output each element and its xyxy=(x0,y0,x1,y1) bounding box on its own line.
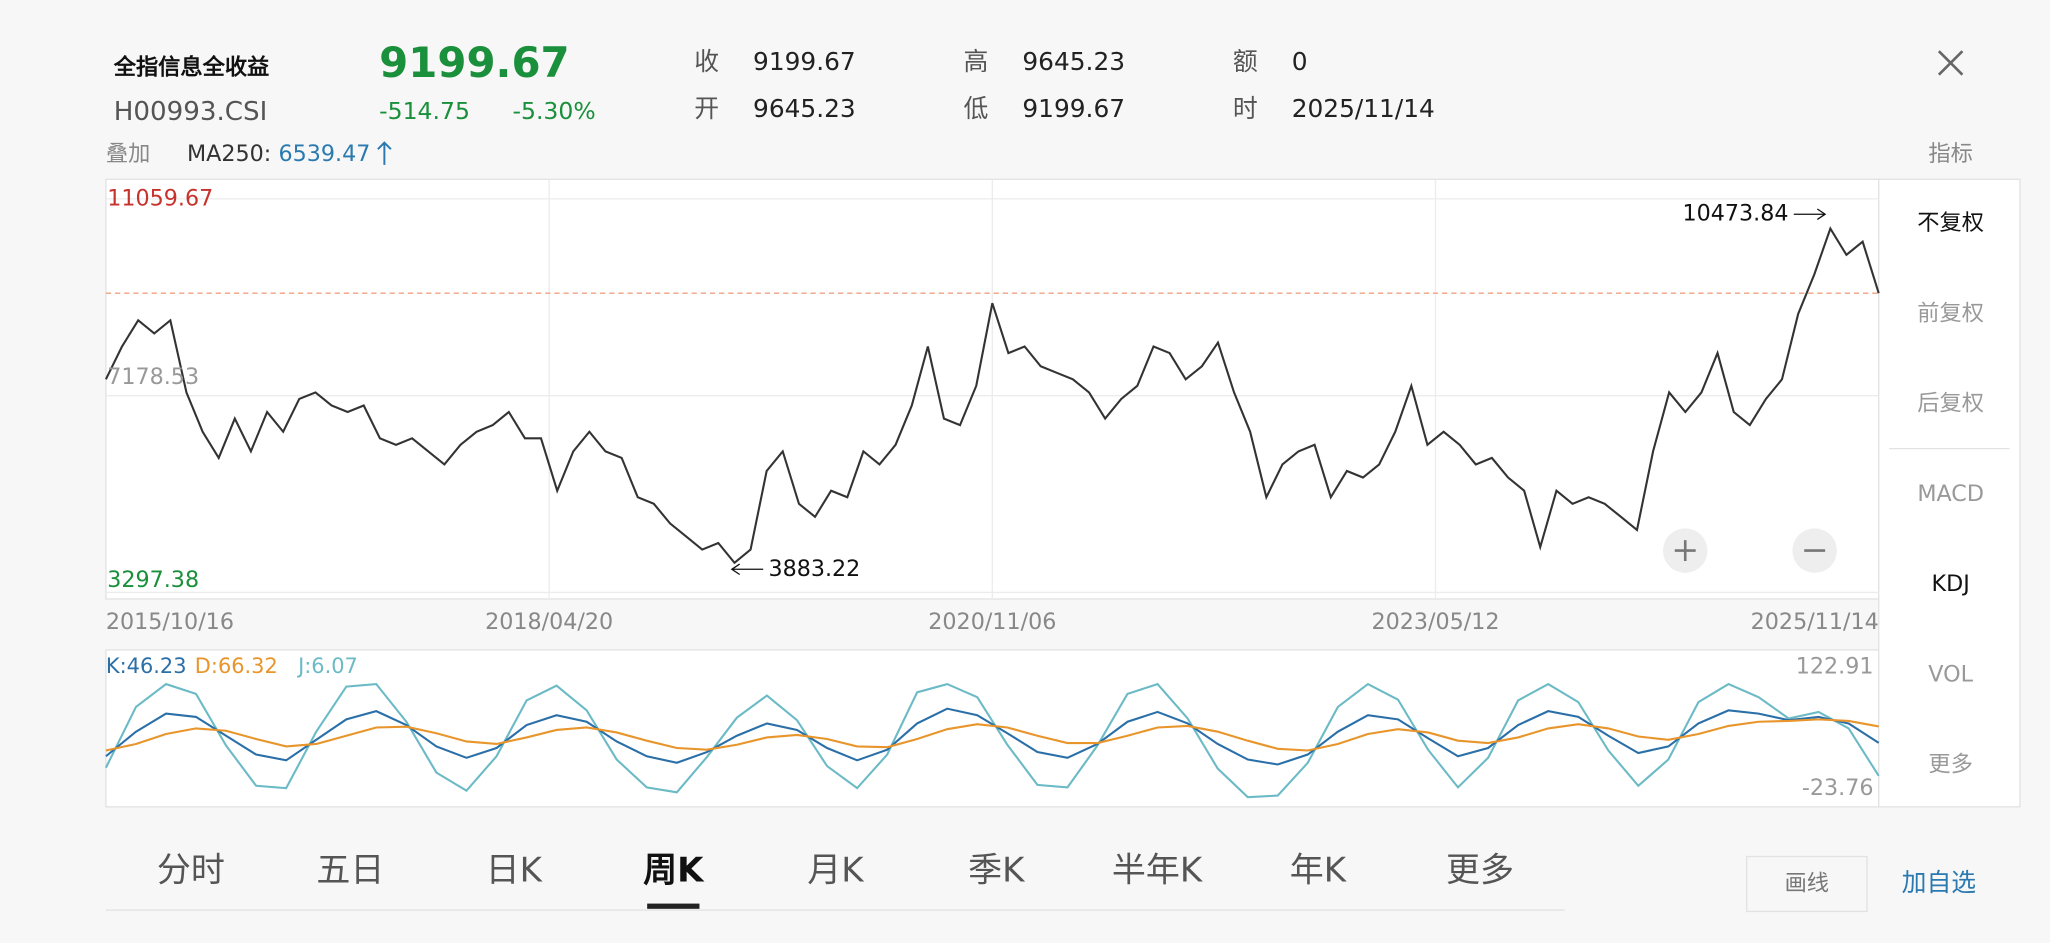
field-label: 收 xyxy=(694,47,719,76)
plot xyxy=(104,226,1880,799)
add-watchlist[interactable]: 加自选 xyxy=(1902,868,1977,897)
min-label: 3883.22 xyxy=(768,556,860,582)
kdj-legend: J:6.07 xyxy=(296,654,358,678)
field-label: 时 xyxy=(1233,94,1258,123)
field-label: 低 xyxy=(964,94,989,123)
side-item[interactable]: 前复权 xyxy=(1917,300,1984,326)
period-tab[interactable]: 周K xyxy=(643,851,705,891)
max-label: 10473.84 xyxy=(1683,201,1789,227)
price-line xyxy=(104,226,1880,565)
field-label: 高 xyxy=(964,47,989,76)
period-tab[interactable]: 月K xyxy=(807,851,864,891)
y-tick-label: 7178.53 xyxy=(107,364,199,390)
close-icon[interactable] xyxy=(1937,50,1964,76)
kdj-panel xyxy=(105,649,1880,808)
draw-button-label[interactable]: 画线 xyxy=(1785,870,1829,896)
kdj-legend: D:66.32 xyxy=(195,654,278,678)
change-pct: -5.30% xyxy=(513,97,596,125)
change: -514.75 xyxy=(379,97,470,125)
field-label: 开 xyxy=(694,94,719,123)
x-tick-label: 2018/04/20 xyxy=(485,609,613,635)
kdj-line xyxy=(105,707,1880,766)
period-tab[interactable]: 五日 xyxy=(316,851,384,891)
close-button[interactable] xyxy=(1937,50,1964,76)
x-tick-label: 2023/05/12 xyxy=(1371,609,1499,635)
y-tick-label: 122.91 xyxy=(1796,653,1874,679)
field-value: 9199.67 xyxy=(1022,94,1125,123)
side-panel xyxy=(1878,178,2021,808)
kdj-line xyxy=(104,682,1880,799)
y-tick-label: 11059.67 xyxy=(107,185,213,211)
kdj-line xyxy=(105,718,1879,752)
side-title: 指标 xyxy=(1928,141,1972,167)
field-value: 9645.23 xyxy=(753,94,856,123)
period-tab[interactable]: 日K xyxy=(486,851,543,891)
side-item[interactable]: 不复权 xyxy=(1917,210,1984,236)
active-tab-underline xyxy=(647,903,700,909)
index-code: H00993.CSI xyxy=(114,97,268,127)
kdj-legend: K:46.23 xyxy=(106,654,187,678)
up-arrow xyxy=(377,141,392,165)
period-tab[interactable]: 季K xyxy=(968,851,1025,891)
x-tick-label: 2025/11/14 xyxy=(1751,609,1879,635)
overlay-label[interactable]: 叠加 xyxy=(106,141,150,167)
period-tab[interactable]: 分时 xyxy=(157,851,225,891)
period-tab[interactable]: 年K xyxy=(1290,851,1347,891)
period-tab[interactable]: 更多 xyxy=(1446,851,1514,891)
min-arrow xyxy=(730,563,764,576)
max-arrow xyxy=(1793,208,1827,220)
grid xyxy=(105,179,1879,599)
quote-fields: 收 9199.67 开 9645.23 高 9645.23 低 9199.67 额 0 时 2025/… xyxy=(694,47,1435,123)
side-item[interactable]: VOL xyxy=(1928,661,1973,687)
field-value: 9645.23 xyxy=(1022,47,1125,76)
period-tab[interactable]: 半年K xyxy=(1112,851,1203,891)
field-value: 9199.67 xyxy=(753,47,856,76)
index-name: 全指信息全收益 xyxy=(113,54,270,81)
y-tick-label: -23.76 xyxy=(1802,775,1874,801)
side-item[interactable]: 后复权 xyxy=(1917,391,1984,417)
draw-button[interactable] xyxy=(1746,855,1868,913)
x-tick-label: 2020/11/06 xyxy=(928,609,1056,635)
field-value: 2025/11/14 xyxy=(1292,94,1435,123)
x-tick-label: 2015/10/16 xyxy=(106,609,234,635)
field-value: 0 xyxy=(1292,47,1308,76)
field-label: 额 xyxy=(1233,47,1258,76)
ma-value: 6539.47 xyxy=(278,141,370,167)
side-item[interactable]: MACD xyxy=(1917,481,1984,507)
ma-name: MA250: xyxy=(187,141,271,167)
price: 9199.67 xyxy=(379,38,570,87)
y-tick-label: 3297.38 xyxy=(107,567,199,593)
side-item[interactable]: 更多 xyxy=(1928,752,1972,778)
zoom-in-icon[interactable] xyxy=(1674,540,1696,562)
side-item[interactable]: KDJ xyxy=(1932,571,1970,597)
